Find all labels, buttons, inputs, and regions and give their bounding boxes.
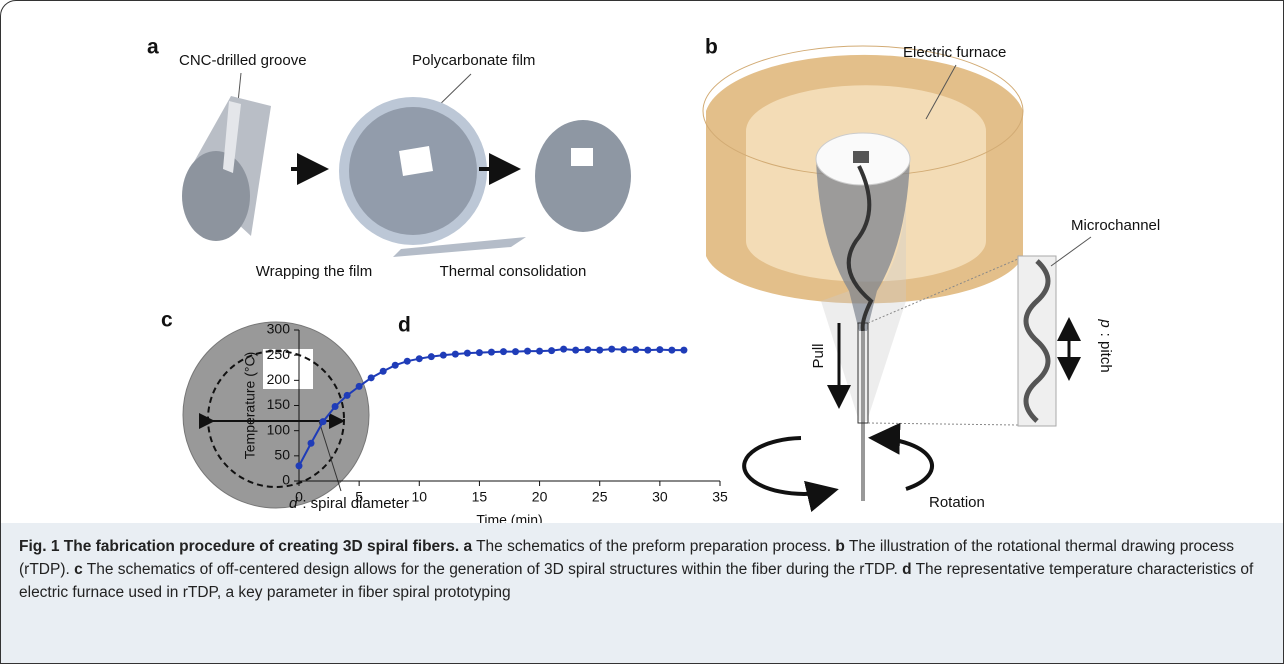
x-tick-label: 10 — [411, 489, 427, 505]
y-tick-label: 250 — [267, 346, 291, 362]
marker — [404, 358, 411, 365]
marker — [320, 418, 327, 425]
marker — [428, 353, 435, 360]
x-tick-label: 0 — [295, 489, 303, 505]
marker — [380, 368, 387, 375]
marker — [440, 352, 447, 359]
marker — [596, 347, 603, 354]
marker — [356, 383, 363, 390]
marker — [668, 347, 675, 354]
annotation: d: spiral diameter — [289, 495, 409, 512]
x-tick-label: 15 — [472, 489, 488, 505]
panel-label: b — [705, 36, 718, 59]
rotation-arrow — [876, 438, 932, 489]
annotation: Pull — [810, 343, 827, 368]
marker — [488, 349, 495, 356]
x-axis-label: Time (min) — [476, 512, 542, 523]
annotation: p : pitch — [1097, 318, 1114, 372]
marker — [368, 374, 375, 381]
marker — [560, 346, 567, 353]
figure: a CNC-drilled groove Polycarbonate film … — [0, 0, 1284, 664]
x-tick-label: 25 — [592, 489, 608, 505]
caption-title: Fig. 1 The fabrication procedure of crea… — [19, 538, 459, 555]
marker — [512, 348, 519, 355]
text: : pitch — [1097, 333, 1114, 373]
marker — [524, 348, 531, 355]
caption-text: The schematics of off-centered design al… — [87, 561, 898, 578]
marker — [644, 347, 651, 354]
caption-label: b — [835, 538, 844, 555]
marker — [620, 346, 627, 353]
marker — [464, 350, 471, 357]
marker — [548, 347, 555, 354]
marker — [584, 346, 591, 353]
illustration: a CNC-drilled groove Polycarbonate film … — [1, 1, 1284, 523]
x-tick-label: 30 — [652, 489, 668, 505]
marker — [452, 351, 459, 358]
caption-text: The schematics of the preform preparatio… — [476, 538, 831, 555]
marker — [308, 440, 315, 447]
marker — [296, 462, 303, 469]
annotation: Polycarbonate film — [412, 52, 535, 69]
y-tick-label: 150 — [267, 396, 291, 412]
marker — [332, 403, 339, 410]
y-tick-label: 200 — [267, 371, 291, 387]
annotation: Wrapping the film — [256, 263, 372, 280]
x-tick-label: 5 — [355, 489, 363, 505]
annotation: Thermal consolidation — [440, 263, 587, 280]
panel-label: d — [398, 314, 411, 337]
leader — [1051, 237, 1091, 266]
marker — [632, 346, 639, 353]
rotation-arrow — [744, 438, 831, 494]
y-tick-label: 100 — [267, 421, 291, 437]
x-tick-label: 20 — [532, 489, 548, 505]
consolidated-cylinder — [535, 120, 631, 232]
marker — [572, 347, 579, 354]
marker — [416, 355, 423, 362]
y-tick-label: 300 — [267, 321, 291, 337]
zoom-line — [868, 423, 1018, 425]
caption-label: d — [902, 561, 911, 578]
groove — [399, 146, 433, 176]
marker — [680, 347, 687, 354]
caption: Fig. 1 The fabrication procedure of crea… — [1, 523, 1284, 664]
panel-label: a — [147, 36, 159, 59]
caption-label: c — [74, 561, 83, 578]
y-axis-label: Temperature (°C) — [242, 352, 258, 460]
marker — [392, 362, 399, 369]
marker — [476, 349, 483, 356]
marker — [656, 346, 663, 353]
panel-label: c — [161, 309, 173, 332]
marker — [344, 392, 351, 399]
annotation: CNC-drilled groove — [179, 52, 307, 69]
channel-opening — [853, 151, 869, 163]
caption-label: a — [463, 538, 472, 555]
marker — [500, 348, 507, 355]
y-tick-label: 50 — [274, 447, 290, 463]
groove — [571, 148, 593, 166]
marker — [608, 346, 615, 353]
annotation: Rotation — [929, 494, 985, 511]
annotation: Microchannel — [1071, 217, 1160, 234]
x-tick-label: 35 — [712, 489, 728, 505]
annotation: Electric furnace — [903, 44, 1006, 61]
cylinder-face — [182, 151, 250, 241]
marker — [536, 348, 543, 355]
symbol: p — [1097, 318, 1114, 327]
y-tick-label: 0 — [282, 472, 290, 488]
